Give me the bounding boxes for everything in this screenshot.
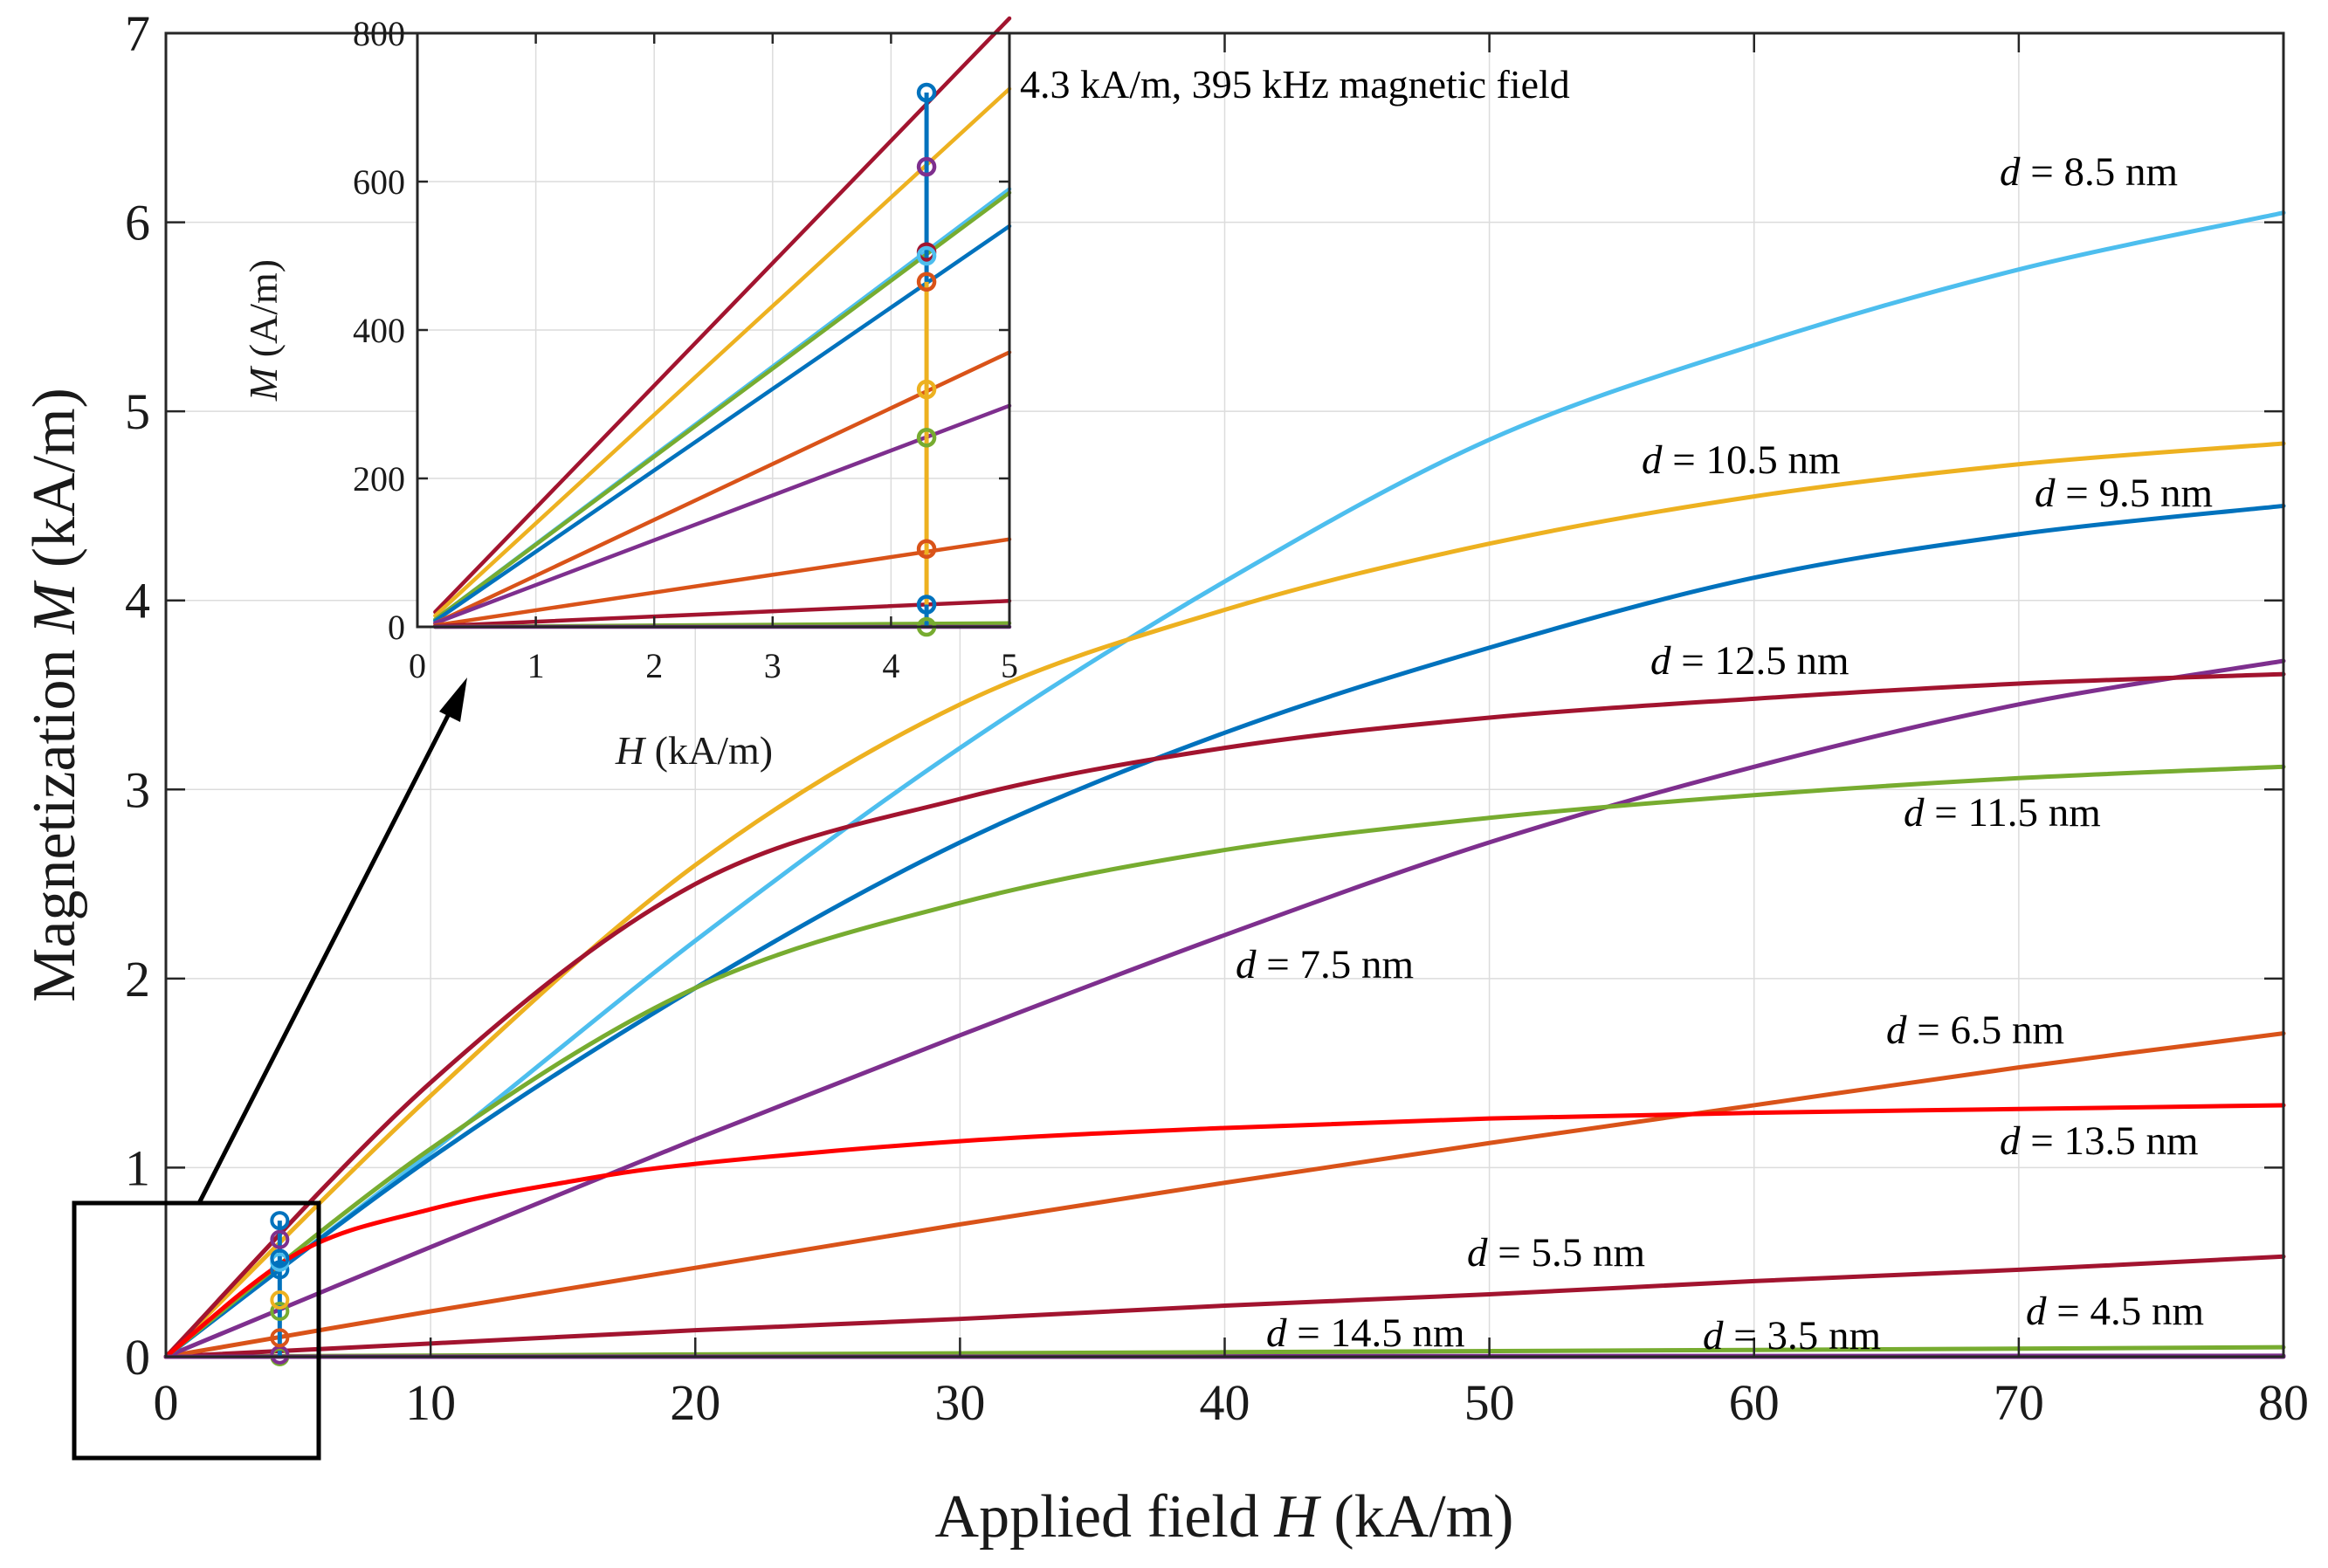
main-y-tick-5: 5 (125, 383, 150, 440)
inset-marker-point (916, 156, 937, 177)
zoom-arrow-shaft (196, 698, 458, 1205)
main-x-axis-label: Applied field H (kA/m) (935, 1483, 1514, 1551)
main-x-tick-30: 30 (934, 1374, 985, 1431)
main-marker-point (270, 1248, 290, 1269)
inset-markers-group (916, 82, 937, 637)
inset-series-4 (433, 224, 1012, 623)
label-d-11-5: d = 11.5 nm (1904, 790, 2101, 836)
main-y-axis-label: Magnetization M (kA/m) (21, 388, 88, 1002)
main-y-tick-4: 4 (125, 573, 150, 629)
label-d-5-5: d = 5.5 nm (1467, 1230, 1645, 1276)
main-series-d-7-5-nm (163, 658, 2286, 1359)
inset-y-tick-0: 0 (388, 608, 405, 647)
inset-series-3 (433, 190, 1012, 622)
inset-ticks-group: 0 1 2 3 4 5 0 200 400 600 800 (353, 14, 1018, 685)
inset-marker-point (916, 272, 937, 292)
label-d-6-5: d = 6.5 nm (1886, 1008, 2064, 1053)
zoom-box (72, 1200, 321, 1461)
inset-x-tick-4: 4 (882, 646, 899, 685)
inset-marker-point (916, 539, 937, 559)
inset-marker-point (916, 595, 937, 615)
inset-y-tick-800: 800 (353, 14, 405, 53)
main-x-tick-50: 50 (1464, 1374, 1515, 1431)
main-y-tick-1: 1 (125, 1139, 150, 1196)
main-series-d-8-5-nm (163, 210, 2286, 1359)
inset-x-tick-2: 2 (645, 646, 663, 685)
label-d-9-5: d = 9.5 nm (2035, 471, 2213, 516)
main-marker-point (270, 1211, 290, 1231)
main-x-tick-0: 0 (154, 1374, 179, 1431)
main-x-tick-20: 20 (670, 1374, 720, 1431)
inset-x-tick-3: 3 (764, 646, 782, 685)
main-x-tick-10: 10 (405, 1374, 456, 1431)
inset-y-tick-400: 400 (353, 311, 405, 350)
main-y-tick-7: 7 (125, 5, 150, 62)
main-y-tick-0: 0 (125, 1329, 150, 1386)
main-x-tick-70: 70 (1994, 1374, 2044, 1431)
main-marker-point (270, 1229, 290, 1249)
field-annotation: 4.3 kA/m, 395 kHz magnetic field (1020, 62, 1570, 107)
main-x-tick-40: 40 (1200, 1374, 1250, 1431)
inset-series-5 (433, 350, 1012, 625)
inset-y-tick-600: 600 (353, 162, 405, 202)
inset-x-axis-label: H (kA/m) (615, 728, 773, 773)
label-d-14-5: d = 14.5 nm (1266, 1310, 1465, 1356)
inset-marker-point (916, 245, 937, 266)
main-series-d-5-5-nm (163, 1254, 2286, 1359)
zoom-arrow-head (439, 677, 467, 722)
main-series-d-6-5-nm (163, 1031, 2286, 1359)
inset-x-tick-0: 0 (409, 646, 426, 685)
label-d-4-5: d = 4.5 nm (2026, 1289, 2204, 1334)
inset-marker-point (916, 428, 937, 448)
inset-series-8 (433, 599, 1012, 629)
main-marker-point (270, 1302, 290, 1322)
main-marker-point (270, 1290, 290, 1310)
main-series-d-9-5-nm (163, 503, 2286, 1359)
inset-series-1 (433, 86, 1012, 618)
inset-y-tick-200: 200 (353, 459, 405, 499)
inset-marker-point (916, 82, 937, 103)
main-series-d-10-5-nm (163, 441, 2286, 1359)
inset-x-tick-1: 1 (527, 646, 545, 685)
label-d-10-5: d = 10.5 nm (1642, 437, 1841, 483)
label-d-7-5: d = 7.5 nm (1236, 942, 1414, 987)
main-series-d-13-5-nm (163, 1103, 2286, 1359)
label-d-13-5: d = 13.5 nm (2000, 1118, 2199, 1164)
main-series-d-12-5-nm (163, 671, 2286, 1359)
inset-marker-point (916, 379, 937, 400)
main-marker-point (270, 1260, 290, 1280)
inset-series-6 (433, 403, 1012, 625)
main-y-tick-2: 2 (125, 951, 150, 1008)
inset-y-axis-label: M (A/m) (241, 259, 286, 402)
label-d-12-5: d = 12.5 nm (1650, 638, 1849, 684)
label-d-3-5: d = 3.5 nm (1703, 1313, 1881, 1358)
label-d-8-5: d = 8.5 nm (2000, 149, 2178, 195)
inset-x-tick-5: 5 (1001, 646, 1018, 685)
main-series-d-11-5-nm (163, 764, 2286, 1359)
inset-series-0 (433, 16, 1012, 615)
main-x-tick-60: 60 (1729, 1374, 1780, 1431)
main-x-tick-80: 80 (2258, 1374, 2309, 1431)
main-marker-point (270, 1328, 290, 1348)
main-y-tick-6: 6 (125, 195, 150, 251)
inset-series-7 (433, 537, 1012, 628)
curve-labels: d = 8.5 nm d = 10.5 nm d = 9.5 nm d = 12… (1236, 149, 2213, 1358)
main-y-tick-3: 3 (125, 761, 150, 818)
